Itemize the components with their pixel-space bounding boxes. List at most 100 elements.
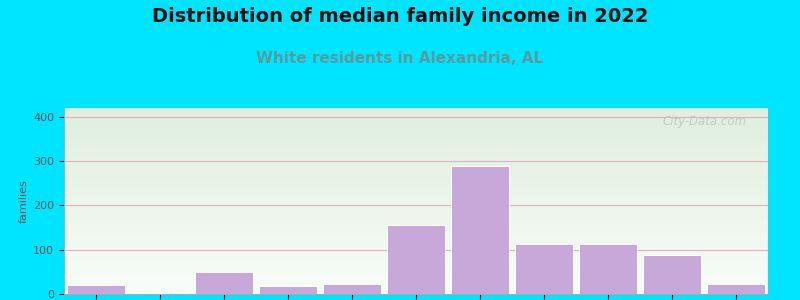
Bar <box>64 258 768 259</box>
Bar <box>64 271 768 272</box>
Bar <box>195 272 253 294</box>
Bar <box>64 136 768 137</box>
Y-axis label: families: families <box>19 179 29 223</box>
Bar <box>64 254 768 255</box>
Bar <box>707 284 765 294</box>
Bar <box>64 160 768 161</box>
Bar <box>64 278 768 279</box>
Bar <box>64 273 768 274</box>
Bar <box>64 286 768 287</box>
Bar <box>64 166 768 167</box>
Bar <box>64 256 768 257</box>
Bar <box>64 198 768 199</box>
Bar <box>64 275 768 276</box>
Bar <box>64 245 768 246</box>
Bar <box>64 241 768 242</box>
Bar <box>64 125 768 126</box>
Bar <box>64 197 768 198</box>
Bar <box>64 221 768 222</box>
Bar <box>64 285 768 286</box>
Bar <box>64 194 768 195</box>
Bar <box>64 239 768 240</box>
Bar <box>64 211 768 212</box>
Bar <box>64 131 768 132</box>
Bar <box>64 220 768 221</box>
Bar <box>64 280 768 281</box>
Bar <box>64 146 768 147</box>
Bar <box>64 118 768 119</box>
Bar <box>64 218 768 219</box>
Bar <box>64 159 768 160</box>
Bar <box>64 276 768 277</box>
Bar <box>64 210 768 211</box>
Bar <box>64 224 768 225</box>
Bar <box>64 130 768 131</box>
Bar <box>64 203 768 204</box>
Bar <box>64 178 768 179</box>
Bar <box>64 261 768 262</box>
Bar <box>64 147 768 148</box>
Bar <box>64 238 768 239</box>
Bar <box>64 293 768 294</box>
Bar <box>64 259 768 260</box>
Bar <box>64 140 768 142</box>
Bar <box>64 192 768 193</box>
Bar <box>64 191 768 192</box>
Bar <box>64 132 768 133</box>
Bar <box>64 176 768 177</box>
Bar <box>64 173 768 174</box>
Bar <box>64 114 768 115</box>
Bar <box>64 257 768 258</box>
Bar <box>64 205 768 206</box>
Bar <box>64 274 768 275</box>
Bar <box>64 272 768 273</box>
Bar <box>64 169 768 170</box>
Bar <box>64 165 768 166</box>
Bar <box>64 108 768 109</box>
Bar <box>64 135 768 136</box>
Bar <box>64 287 768 288</box>
Bar <box>64 247 768 248</box>
Bar <box>64 129 768 130</box>
Bar <box>64 208 768 209</box>
Bar <box>64 253 768 254</box>
Bar <box>64 190 768 191</box>
Bar <box>64 111 768 112</box>
Bar <box>64 148 768 149</box>
Bar <box>64 214 768 215</box>
Bar <box>64 175 768 176</box>
Bar <box>64 109 768 110</box>
Bar <box>64 172 768 173</box>
Bar <box>64 249 768 250</box>
Bar <box>64 232 768 233</box>
Bar <box>64 251 768 252</box>
Bar <box>64 124 768 125</box>
Bar <box>64 279 768 280</box>
Bar <box>579 244 637 294</box>
Bar <box>64 156 768 157</box>
Bar <box>64 186 768 187</box>
Bar <box>64 215 768 216</box>
Bar <box>64 282 768 283</box>
Bar <box>64 270 768 271</box>
Bar <box>64 182 768 183</box>
Bar <box>64 250 768 251</box>
Bar <box>64 206 768 207</box>
Bar <box>64 152 768 153</box>
Text: City-Data.com: City-Data.com <box>662 116 747 128</box>
Bar <box>64 116 768 117</box>
Bar <box>64 117 768 118</box>
Bar <box>64 184 768 185</box>
Bar <box>64 195 768 196</box>
Bar <box>64 199 768 200</box>
Bar <box>64 216 768 217</box>
Bar <box>64 121 768 122</box>
Bar <box>323 284 381 294</box>
Bar <box>64 122 768 123</box>
Bar <box>64 128 768 129</box>
Bar <box>64 123 768 124</box>
Bar <box>64 288 768 289</box>
Bar <box>64 223 768 224</box>
Bar <box>64 170 768 171</box>
Bar <box>64 263 768 264</box>
